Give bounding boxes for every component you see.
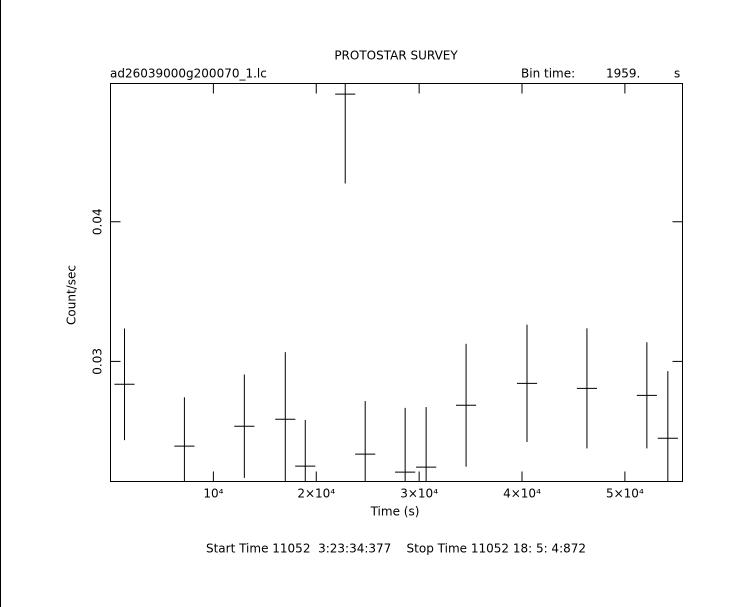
x-tick-label: 3×10⁴ — [400, 487, 438, 501]
plot-frame — [110, 83, 683, 482]
y-tick-label: 0.04 — [91, 208, 105, 235]
x-tick-label: 2×10⁴ — [297, 487, 335, 501]
bin-time-label: Bin time: — [521, 67, 575, 81]
bin-time: 1959. — [606, 67, 640, 81]
x-tick-label: 10⁴ — [203, 487, 223, 501]
x-axis-label: Time (s) — [370, 505, 420, 519]
y-axis-label: Count/sec — [65, 265, 79, 325]
data-marks — [114, 83, 678, 481]
footer: Start Time 11052 3:23:34:377 Stop Time 1… — [206, 542, 586, 556]
x-tick-label: 5×10⁴ — [606, 487, 644, 501]
chart-title: PROTOSTAR SURVEY — [334, 49, 458, 63]
chart-subtitle: ad26039000g200070_1.lc — [110, 67, 267, 81]
x-tick-label: 4×10⁴ — [503, 487, 541, 501]
y-tick-label: 0.03 — [91, 348, 105, 375]
bin-time-unit: s — [674, 67, 680, 81]
